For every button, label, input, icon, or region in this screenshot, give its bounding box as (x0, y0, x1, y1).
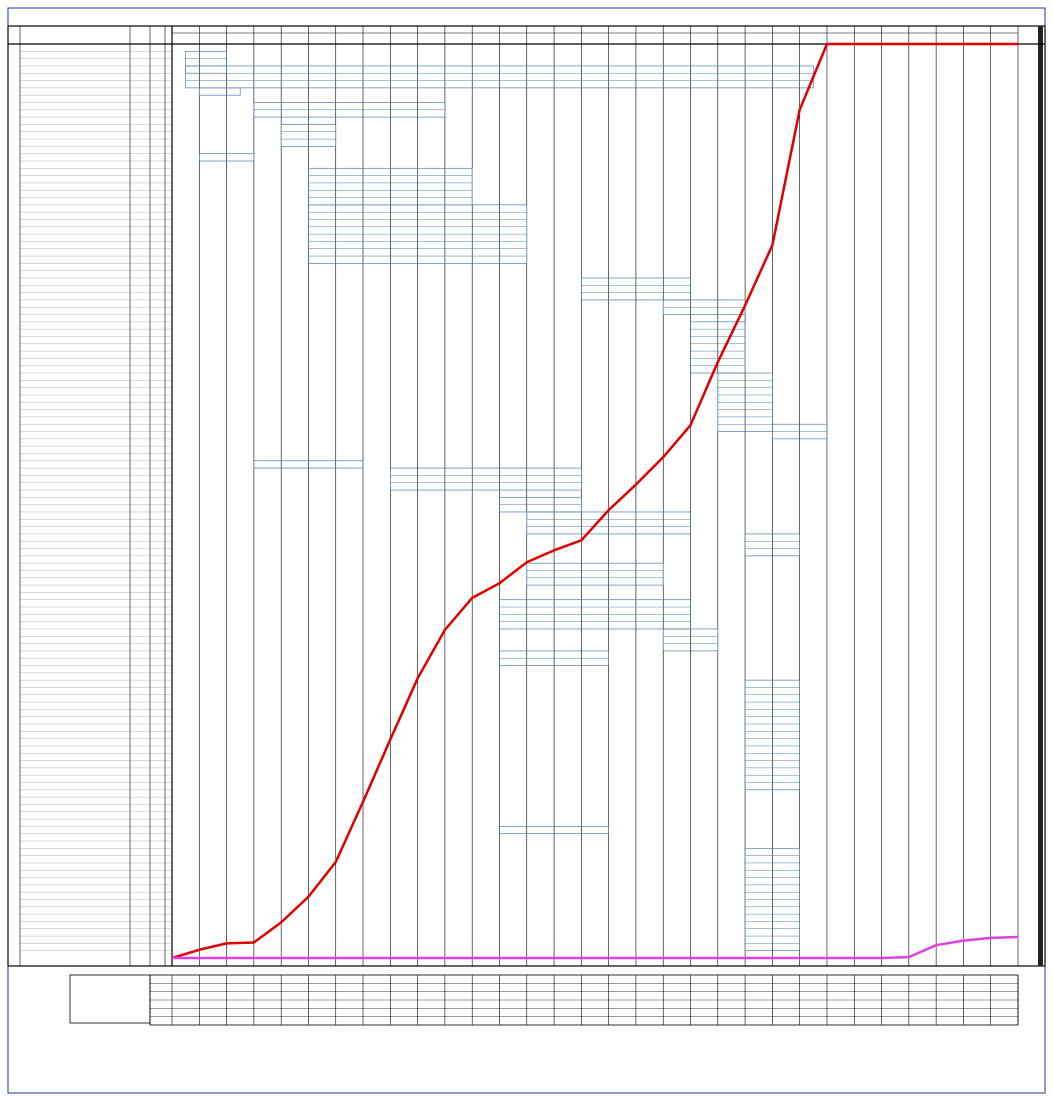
progress-curve (172, 935, 1019, 960)
summary-label-box (69, 974, 151, 1024)
task-bar (389, 467, 582, 491)
task-bar (526, 562, 664, 586)
task-bar (198, 153, 255, 162)
task-bar (280, 124, 337, 147)
task-bar (662, 628, 719, 652)
right-rule (1038, 26, 1043, 966)
task-bar (185, 50, 227, 74)
task-bar (581, 277, 691, 301)
task-bar (499, 826, 609, 835)
task-bar (253, 460, 364, 469)
plot (20, 26, 1019, 1025)
progress-curve (171, 42, 1018, 960)
task-bar (198, 87, 241, 96)
task-bar (744, 533, 801, 557)
task-bar (744, 679, 801, 791)
